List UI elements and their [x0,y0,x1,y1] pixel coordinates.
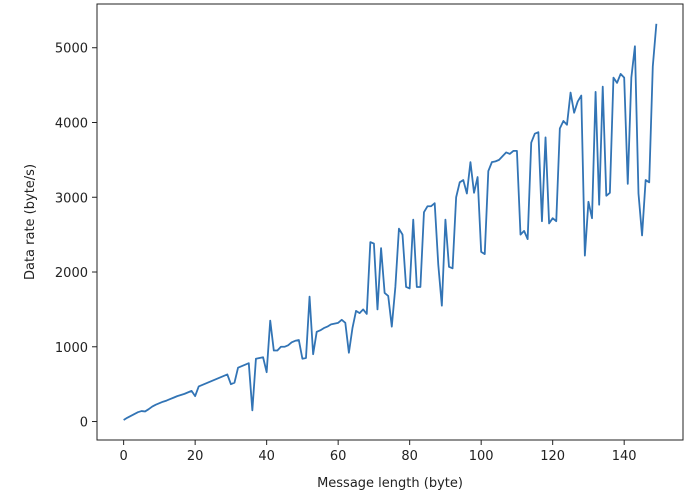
y-tick-label: 5000 [55,42,88,57]
y-tick-label: 4000 [55,116,88,131]
x-tick-label: 120 [540,449,565,464]
plot-frame [96,3,684,441]
x-axis-label: Message length (byte) [317,476,463,491]
y-tick-label: 2000 [55,266,88,281]
y-tick-label: 3000 [55,191,88,206]
y-axis-label: Data rate (byte/s) [23,164,38,280]
data-line [123,23,658,421]
y-tick-label: 0 [80,416,88,431]
x-tick-label: 80 [401,449,418,464]
y-tick-label: 1000 [55,341,88,356]
x-tick-label: 140 [612,449,637,464]
x-tick-label: 0 [119,449,127,464]
x-tick-label: 60 [330,449,347,464]
x-tick-label: 20 [187,449,204,464]
x-tick-label: 100 [469,449,494,464]
x-tick-label: 40 [258,449,275,464]
